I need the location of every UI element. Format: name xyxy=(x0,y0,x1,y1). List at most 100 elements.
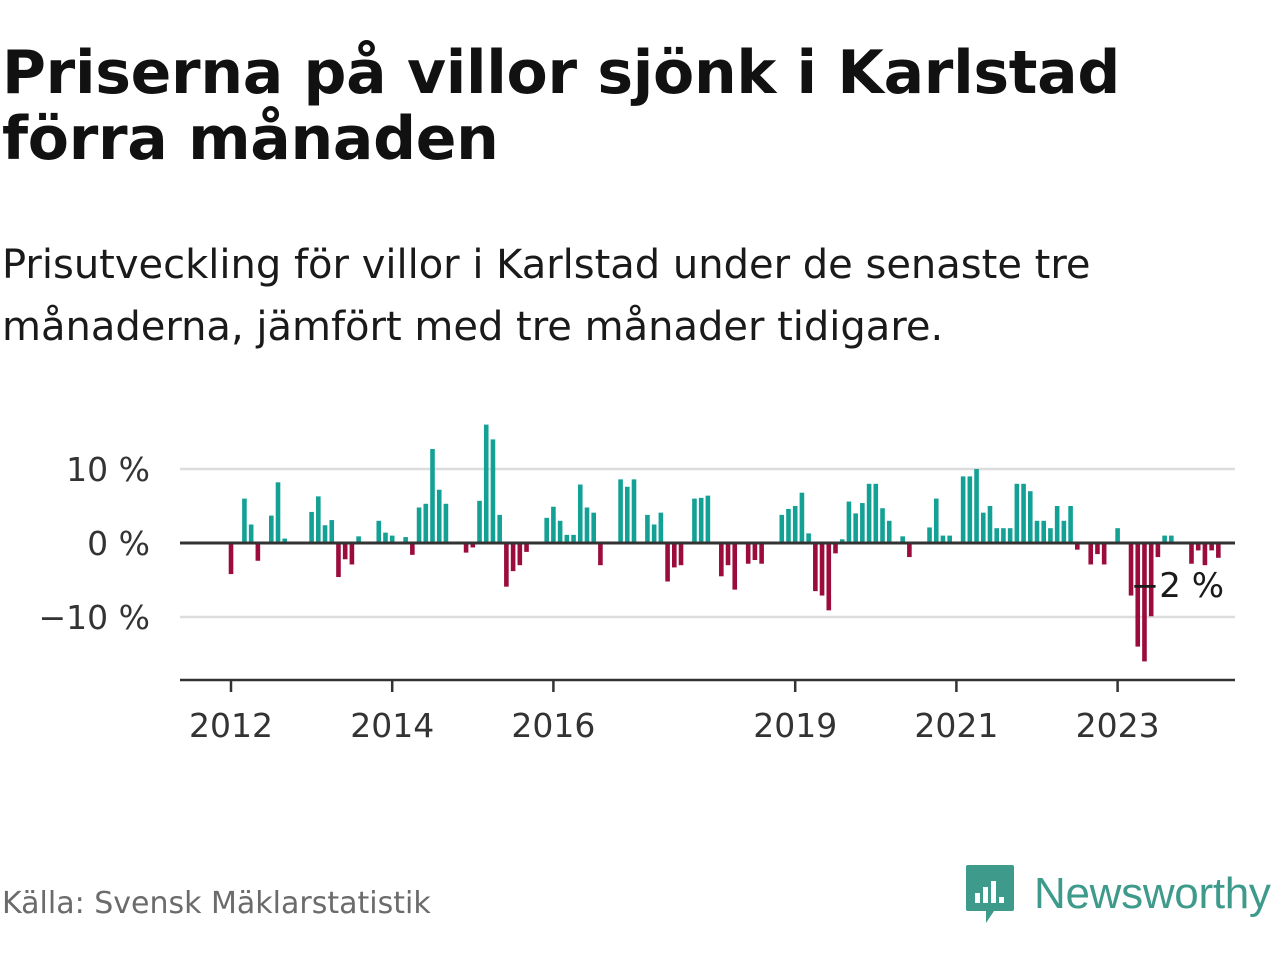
bar xyxy=(1169,535,1174,543)
bar xyxy=(927,527,932,543)
bar xyxy=(389,535,395,543)
bar xyxy=(410,543,415,555)
bar xyxy=(517,543,523,566)
y-axis-labels: −10 % 0 % 10 % xyxy=(39,450,151,637)
bar xyxy=(403,537,408,543)
bar xyxy=(510,543,516,572)
bar xyxy=(309,511,314,543)
bar xyxy=(618,479,623,543)
bar xyxy=(1101,543,1107,565)
bar xyxy=(947,535,952,543)
bar xyxy=(577,484,583,543)
bar xyxy=(1189,543,1194,564)
bar xyxy=(490,439,496,543)
bar xyxy=(886,520,892,543)
bar xyxy=(1088,543,1094,565)
bar xyxy=(1142,543,1147,662)
bar xyxy=(242,498,247,543)
bar xyxy=(1048,528,1053,543)
bar xyxy=(846,501,852,543)
bar xyxy=(1216,543,1221,558)
bar xyxy=(557,520,563,543)
bar xyxy=(356,536,361,543)
bar xyxy=(1068,506,1073,543)
x-tick-label: 2023 xyxy=(1076,706,1160,745)
bar xyxy=(1034,520,1040,543)
bar xyxy=(349,543,355,565)
chart-subtitle: Prisutveckling för villor i Karlstad und… xyxy=(2,242,1091,350)
bar xyxy=(799,492,805,543)
y-tick-label: 0 % xyxy=(87,524,150,563)
bar xyxy=(719,543,724,577)
bar xyxy=(745,543,751,564)
bar xyxy=(866,483,872,543)
bar xyxy=(806,533,811,543)
bar xyxy=(994,528,999,543)
bar xyxy=(1061,520,1067,543)
bar xyxy=(564,534,570,543)
bar xyxy=(819,543,825,596)
bar xyxy=(1095,543,1100,555)
bar xyxy=(786,508,791,543)
bar xyxy=(255,543,261,561)
bar xyxy=(987,506,993,543)
bar xyxy=(443,503,449,543)
chart-title: Priserna på villor sjönk i Karlstad förr… xyxy=(2,38,1120,174)
bar xyxy=(591,512,596,543)
bar xyxy=(1014,483,1020,543)
bar xyxy=(282,538,288,543)
bar xyxy=(1202,543,1208,566)
bar xyxy=(833,543,838,554)
y-tick-label: 10 % xyxy=(66,450,150,489)
bar xyxy=(631,479,637,543)
bar xyxy=(269,515,274,543)
source-note: Källa: Svensk Mäklarstatistik xyxy=(2,886,431,921)
bar xyxy=(376,520,382,543)
bar xyxy=(839,539,845,543)
x-tick-label: 2014 xyxy=(350,706,434,745)
bar xyxy=(1054,506,1060,543)
bar xyxy=(436,489,442,543)
bar xyxy=(732,543,738,590)
bar xyxy=(584,507,590,543)
bar xyxy=(316,496,321,543)
x-tick-label: 2019 xyxy=(753,706,837,745)
bar xyxy=(342,543,348,560)
bar xyxy=(1001,528,1006,543)
bar-chart: −10 % 0 % 10 % 2012 2014 2016 2019 2021 2023 −2… xyxy=(39,424,1235,745)
bar xyxy=(1115,528,1120,543)
newsworthy-logo: Newsworthy xyxy=(964,862,1271,926)
bar xyxy=(329,520,335,543)
bar xyxy=(940,535,946,543)
bar xyxy=(813,543,818,592)
bar xyxy=(1041,520,1047,543)
bar xyxy=(1128,543,1134,596)
bar xyxy=(665,543,670,582)
bar xyxy=(880,508,885,543)
bar xyxy=(497,514,502,543)
bar xyxy=(383,532,388,543)
bar xyxy=(698,497,704,543)
x-tick-label: 2021 xyxy=(914,706,998,745)
bar xyxy=(1162,535,1167,543)
bar xyxy=(678,543,684,566)
bar xyxy=(759,543,764,564)
newsworthy-logo-text: Newsworthy xyxy=(1034,869,1271,918)
bar xyxy=(933,498,939,543)
bar xyxy=(416,507,422,543)
bar xyxy=(248,524,254,543)
bar xyxy=(275,482,281,543)
bar xyxy=(322,525,328,543)
bar xyxy=(1155,543,1161,558)
bar xyxy=(672,543,677,568)
bar xyxy=(1195,543,1201,551)
bar xyxy=(792,506,798,543)
bar xyxy=(571,534,576,543)
bar xyxy=(228,543,234,575)
bar xyxy=(551,506,556,543)
bar xyxy=(1148,543,1154,617)
bar xyxy=(873,483,879,543)
bar xyxy=(598,543,603,566)
x-axis: 2012 2014 2016 2019 2021 2023 xyxy=(180,678,1235,745)
bar xyxy=(853,513,858,543)
